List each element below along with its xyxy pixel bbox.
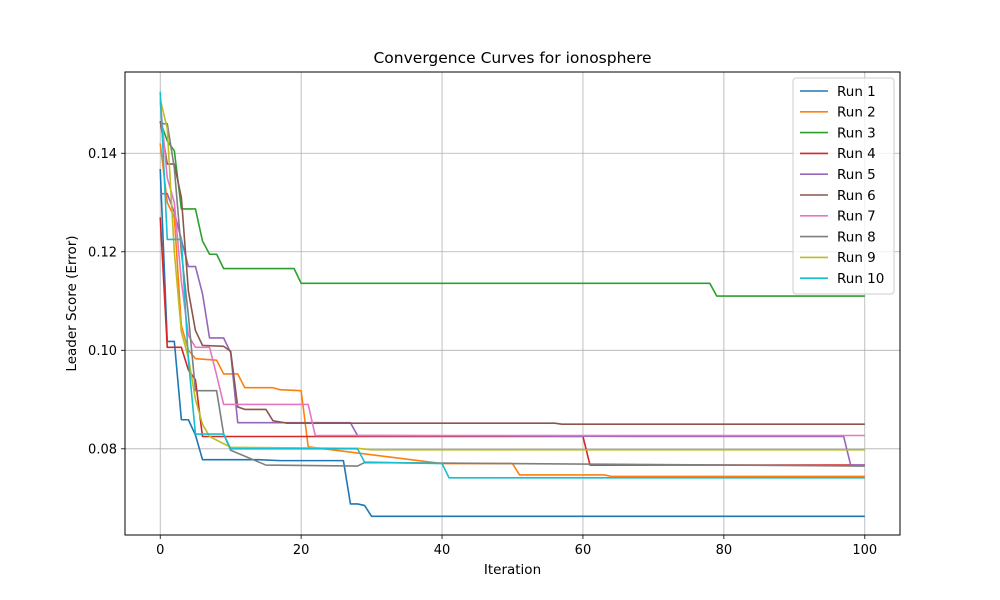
- legend-label-run-7: Run 7: [837, 209, 876, 225]
- y-tick-label: 0.12: [88, 245, 117, 260]
- x-axis-label: Iteration: [484, 562, 541, 578]
- x-tick-label: 100: [852, 543, 877, 558]
- legend: Run 1 Run 2 Run 3 Run 4 Run 5 Run 6 Run 7 Run 8…: [792, 77, 895, 295]
- y-axis-label: Leader Score (Error): [64, 235, 80, 371]
- y-axis-ticks: 0.08 0.10 0.12 0.14: [88, 147, 125, 457]
- legend-label-run-3: Run 3: [837, 125, 876, 141]
- x-tick-label: 0: [156, 543, 164, 558]
- series-line-run-6: [159, 121, 865, 425]
- x-tick-label: 60: [575, 543, 592, 558]
- series-line-run-3: [159, 120, 865, 297]
- x-tick-label: 80: [716, 543, 733, 558]
- y-tick-label: 0.08: [88, 442, 117, 457]
- x-tick-label: 20: [293, 543, 310, 558]
- series-line-run-4: [159, 217, 865, 466]
- legend-label-run-1: Run 1: [837, 84, 876, 100]
- x-tick-label: 40: [434, 543, 451, 558]
- legend-label-run-4: Run 4: [837, 146, 876, 162]
- series-line-run-8: [160, 122, 865, 467]
- chart-title: Convergence Curves for ionosphere: [373, 49, 651, 67]
- series-line-run-1: [159, 168, 865, 518]
- legend-label-run-2: Run 2: [837, 105, 876, 121]
- legend-label-run-10: Run 10: [837, 271, 884, 287]
- legend-label-run-6: Run 6: [837, 188, 876, 204]
- series-line-run-2: [159, 143, 865, 478]
- series-line-run-10: [159, 91, 865, 479]
- legend-label-run-9: Run 9: [837, 250, 876, 266]
- legend-label-run-8: Run 8: [837, 229, 876, 245]
- legend-label-run-5: Run 5: [837, 167, 876, 183]
- y-tick-label: 0.14: [88, 147, 117, 162]
- plot-frame: [124, 71, 901, 536]
- x-axis-ticks: 0 20 40 60 80 100: [156, 535, 877, 558]
- series-line-run-7: [159, 101, 865, 437]
- y-tick-label: 0.10: [88, 344, 117, 359]
- series-lines: [159, 91, 865, 518]
- series-line-run-9: [159, 98, 865, 451]
